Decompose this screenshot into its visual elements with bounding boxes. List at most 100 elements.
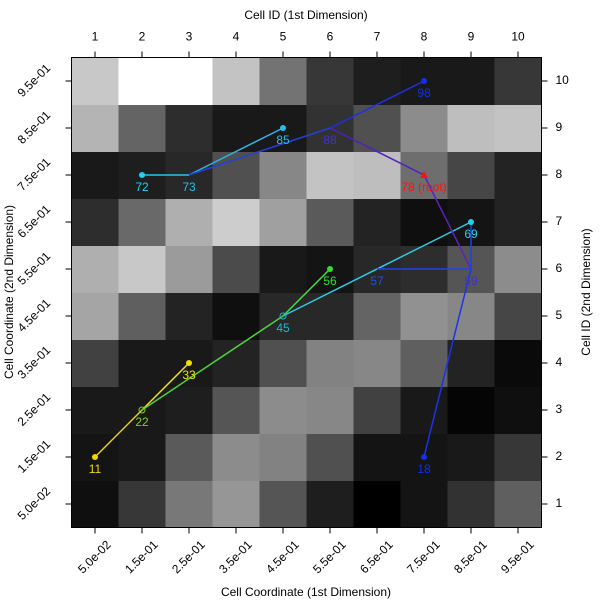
node-label: 78 (root)	[401, 180, 446, 194]
x-tick-label: 3.5e-01	[216, 537, 255, 576]
heat-cell	[447, 480, 495, 528]
x2-tick-label: 3	[186, 30, 193, 44]
heat-cell	[165, 198, 213, 246]
y-tick-label: 1.5e-01	[15, 437, 54, 476]
node-point	[279, 312, 287, 320]
heat-cell	[494, 386, 542, 434]
heat-cell	[306, 292, 354, 340]
heat-cell	[494, 57, 542, 105]
heat-cell	[118, 292, 166, 340]
heat-cell	[71, 339, 119, 387]
heat-cell	[494, 339, 542, 387]
heat-cell	[306, 386, 354, 434]
heat-cell	[353, 386, 401, 434]
heat-cell	[306, 339, 354, 387]
heat-cell	[118, 57, 166, 105]
y-tick-label: 7.5e-01	[15, 155, 54, 194]
heat-cell	[447, 151, 495, 199]
y2-tick-label: 3	[556, 402, 563, 416]
heat-cell	[71, 292, 119, 340]
y2-tick-label: 1	[556, 496, 563, 510]
node-label: 59	[464, 274, 478, 288]
x2-tick-label: 2	[139, 30, 146, 44]
x2-tick-label: 7	[374, 30, 381, 44]
y2-tick-label: 5	[556, 308, 563, 322]
tree-edge	[423, 174, 472, 270]
y-axis-title: Cell Coordinate (2nd Dimension)	[2, 205, 16, 379]
tree-edge	[423, 268, 472, 458]
node-label: 73	[182, 180, 196, 194]
heat-cell	[306, 151, 354, 199]
heat-cell	[165, 433, 213, 481]
node-point	[186, 360, 192, 366]
heat-cell	[400, 292, 448, 340]
heat-cell	[71, 151, 119, 199]
heat-cell	[400, 480, 448, 528]
y2-tick-label: 4	[556, 355, 563, 369]
heat-cell	[494, 433, 542, 481]
node-label: 69	[464, 227, 478, 241]
x2-tick-label: 4	[233, 30, 240, 44]
heat-cell	[447, 433, 495, 481]
x-tick-label: 8.5e-01	[451, 537, 490, 576]
y-tick-label: 5.5e-01	[15, 249, 54, 288]
y-tick-label: 5.0e-02	[15, 484, 54, 523]
heat-cell	[212, 57, 260, 105]
node-label: 72	[135, 180, 149, 194]
plot-frame	[71, 57, 542, 528]
heat-cell	[353, 151, 401, 199]
heat-cell	[118, 480, 166, 528]
heat-cell	[447, 386, 495, 434]
node-label: 98	[417, 86, 431, 100]
node-point	[327, 266, 333, 272]
heat-cell	[306, 433, 354, 481]
tree-edge	[188, 127, 284, 176]
x-axis-title: Cell Coordinate (1st Dimension)	[221, 585, 391, 599]
heat-cell	[259, 245, 307, 293]
y2-tick-label: 8	[556, 167, 563, 181]
heat-cell	[212, 480, 260, 528]
heat-cell	[494, 245, 542, 293]
heat-cell	[353, 104, 401, 152]
x2-tick-label: 6	[327, 30, 334, 44]
heat-cell	[71, 57, 119, 105]
node-point	[421, 78, 427, 84]
node-point	[138, 406, 146, 414]
x-tick-label: 1.5e-01	[122, 537, 161, 576]
node-label: 85	[276, 133, 290, 147]
x-tick-label: 5.5e-01	[310, 537, 349, 576]
heat-cell	[71, 386, 119, 434]
y-tick-label: 6.5e-01	[15, 202, 54, 241]
x-tick-label: 9.5e-01	[498, 537, 537, 576]
node-label: 22	[135, 415, 149, 429]
heat-cell	[165, 57, 213, 105]
heat-cell	[118, 198, 166, 246]
heat-cell	[447, 339, 495, 387]
heat-cell	[494, 151, 542, 199]
heat-cell	[353, 198, 401, 246]
x2-axis-title: Cell ID (1st Dimension)	[244, 8, 367, 22]
y2-tick-label: 9	[556, 120, 563, 134]
x2-tick-label: 8	[421, 30, 428, 44]
heat-cell	[165, 104, 213, 152]
heat-cell	[71, 198, 119, 246]
heat-cell	[259, 151, 307, 199]
heat-cell	[494, 198, 542, 246]
node-point	[139, 172, 145, 178]
heat-cell	[447, 104, 495, 152]
heat-cell	[118, 104, 166, 152]
heat-cell	[212, 386, 260, 434]
node-label: 56	[323, 274, 337, 288]
x-tick-label: 5.0e-02	[75, 537, 114, 576]
y-tick-label: 2.5e-01	[15, 390, 54, 429]
y-tick-label: 8.5e-01	[15, 108, 54, 147]
node-label: 45	[276, 321, 290, 335]
node-point	[421, 454, 427, 460]
x2-tick-label: 9	[468, 30, 475, 44]
x-tick-label: 2.5e-01	[169, 537, 208, 576]
y-tick-label: 3.5e-01	[15, 343, 54, 382]
heat-cell	[165, 245, 213, 293]
heat-cell	[259, 433, 307, 481]
heat-cell	[494, 292, 542, 340]
